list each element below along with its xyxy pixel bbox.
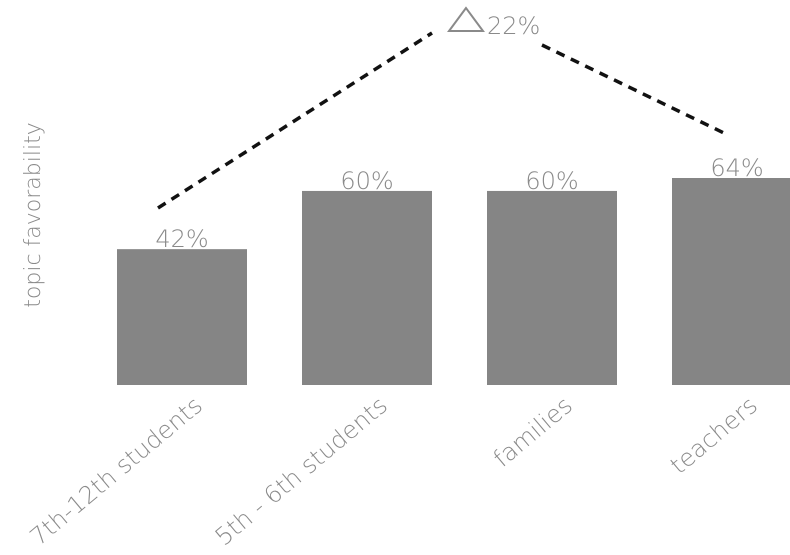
bar-1 — [302, 190, 432, 385]
value-label-0: 42% — [155, 225, 208, 253]
value-label-2: 60% — [525, 167, 578, 195]
bar-2 — [487, 190, 617, 385]
value-labels-group: 42% 60% 60% 64% — [155, 154, 763, 253]
delta-triangle-icon — [447, 6, 485, 32]
delta-dashed-line-left — [157, 31, 433, 210]
bar-3 — [672, 178, 790, 385]
bars-group — [117, 178, 790, 385]
x-tick-label-0: 7th-12th students — [25, 391, 208, 551]
y-axis-label: topic favorability — [21, 122, 46, 307]
delta-value: 22% — [487, 12, 540, 40]
value-label-3: 64% — [710, 154, 763, 182]
x-tick-label-3: teachers — [665, 391, 763, 480]
delta-dashed-line-right — [541, 43, 727, 136]
value-label-1: 60% — [340, 167, 393, 195]
bar-0 — [117, 249, 247, 385]
x-tick-label-2: families — [488, 391, 578, 473]
delta-annotation: 22% — [157, 6, 727, 210]
x-tick-label-1: 5th - 6th students — [210, 391, 393, 551]
x-tick-labels-group: 7th-12th students 5th - 6th students famil… — [25, 391, 763, 551]
